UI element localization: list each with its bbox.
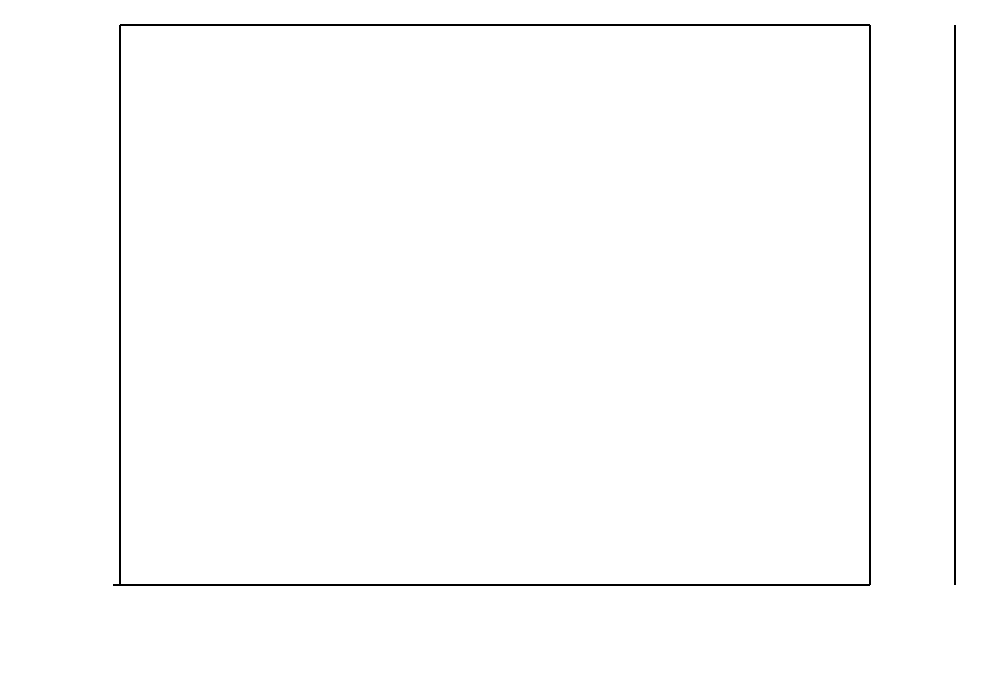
chart-container bbox=[0, 0, 1000, 685]
